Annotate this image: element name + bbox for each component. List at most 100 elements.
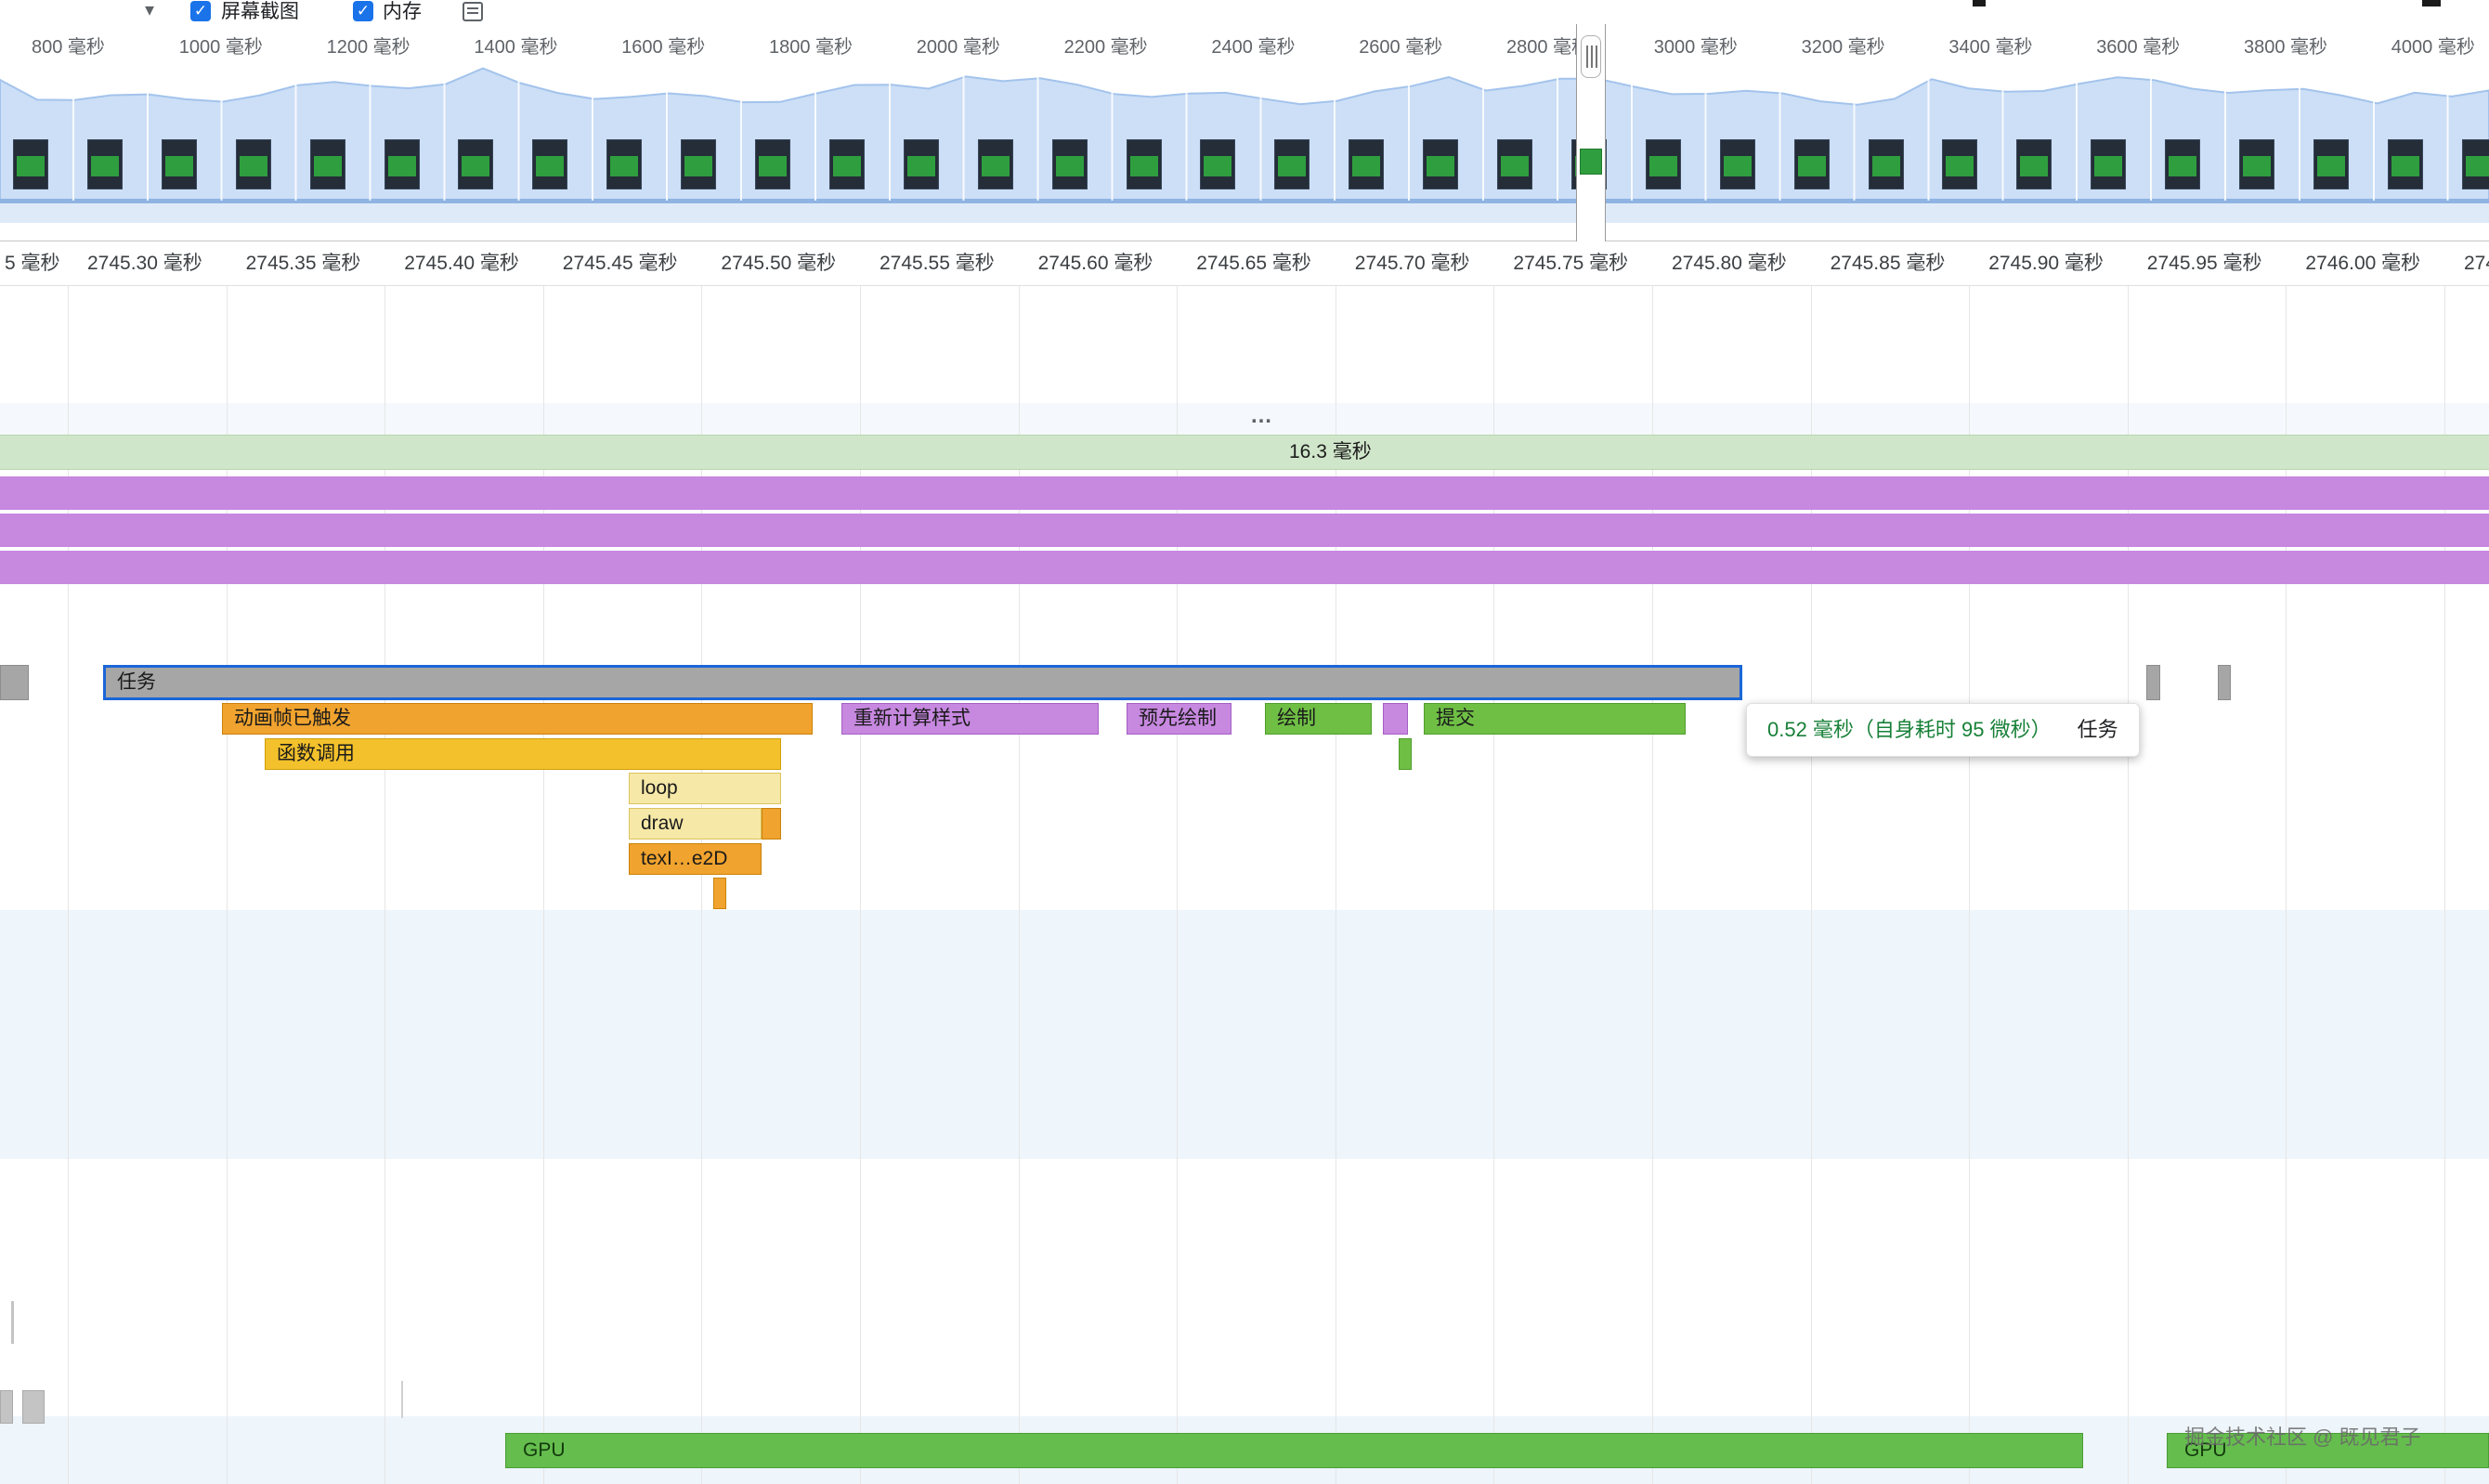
- performance-toolbar: ▾ ✓ 屏幕截图 ✓ 内存: [0, 0, 2489, 24]
- filmstrip-thumbnail[interactable]: [1942, 139, 1977, 189]
- thumbnail-content: [1798, 156, 1826, 176]
- filmstrip-thumbnail[interactable]: [236, 139, 271, 189]
- thumbnail-content: [1649, 156, 1677, 176]
- selection-window[interactable]: [1576, 24, 1606, 241]
- detail-ruler[interactable]: 5 毫秒2745.30 毫秒2745.35 毫秒2745.40 毫秒2745.4…: [0, 241, 2489, 286]
- filmstrip-thumbnail[interactable]: [1869, 139, 1904, 189]
- overview-ruler-label: 800 毫秒: [32, 32, 105, 59]
- filmstrip-thumbnail[interactable]: [606, 139, 642, 189]
- thumbnail-content: [982, 156, 1010, 176]
- flame-event-task-selected[interactable]: 任务: [103, 665, 1742, 700]
- overview-ruler-label: 2200 毫秒: [1064, 32, 1148, 59]
- filmstrip-thumbnail[interactable]: [2388, 139, 2423, 189]
- grip-line: [1591, 46, 1593, 68]
- memory-checkbox[interactable]: ✓: [353, 1, 373, 21]
- thumbnail-content: [2243, 156, 2271, 176]
- filmstrip-thumbnail[interactable]: [829, 139, 865, 189]
- filmstrip-thumbnail[interactable]: [532, 139, 567, 189]
- flame-event-paint-tick[interactable]: [1399, 738, 1412, 770]
- filmstrip-thumbnail[interactable]: [2239, 139, 2274, 189]
- animations-track-row[interactable]: [0, 551, 2489, 584]
- flame-event-recalculate-style[interactable]: 重新计算样式: [841, 703, 1099, 735]
- frames-expand-ellipsis[interactable]: …: [1250, 403, 1272, 429]
- flame-event-function-call[interactable]: 函数调用: [265, 738, 781, 770]
- filmstrip-thumbnail[interactable]: [2165, 139, 2200, 189]
- selection-grip-handle[interactable]: [1581, 35, 1601, 78]
- filmstrip-thumbnail[interactable]: [978, 139, 1013, 189]
- collect-garbage-icon[interactable]: [463, 2, 483, 21]
- filmstrip-thumbnail[interactable]: [681, 139, 716, 189]
- event-fragment: [401, 1381, 403, 1418]
- filmstrip-thumbnail[interactable]: [2313, 139, 2349, 189]
- chevron-down-icon[interactable]: ▾: [145, 0, 154, 21]
- memory-checkbox-label[interactable]: 内存: [383, 0, 422, 24]
- flame-event-pre-paint[interactable]: 预先绘制: [1127, 703, 1231, 735]
- filmstrip-thumbnail[interactable]: [1349, 139, 1384, 189]
- flame-event-event-marker[interactable]: [713, 878, 726, 909]
- screenshots-checkbox[interactable]: ✓: [190, 1, 211, 21]
- thumbnail-content: [240, 156, 267, 176]
- overview-ruler-label: 1000 毫秒: [179, 32, 263, 59]
- watermark-text: 掘金技术社区 @ 既见君子: [2184, 1421, 2421, 1451]
- detail-ruler-label: 2745.85 毫秒: [1831, 241, 1946, 286]
- flame-event-animation-frame-fired[interactable]: 动画帧已触发: [222, 703, 813, 735]
- filmstrip-thumbnail[interactable]: [2462, 139, 2489, 189]
- filmstrip-thumbnail[interactable]: [1497, 139, 1532, 189]
- thumbnail-content: [610, 156, 638, 176]
- flame-event-purple-sliver[interactable]: [1383, 703, 1408, 735]
- filmstrip-thumbnail[interactable]: [162, 139, 197, 189]
- detail-ruler-label: 2745.35 毫秒: [246, 241, 361, 286]
- flame-event-draw[interactable]: draw: [629, 808, 762, 840]
- overview-ruler-label: 3600 毫秒: [2096, 32, 2180, 59]
- timeline-overview[interactable]: 800 毫秒1000 毫秒1200 毫秒1400 毫秒1600 毫秒1800 毫…: [0, 24, 2489, 241]
- screenshots-checkbox-label[interactable]: 屏幕截图: [221, 0, 299, 24]
- filmstrip-thumbnail[interactable]: [1052, 139, 1088, 189]
- flame-event-commit[interactable]: 提交: [1424, 703, 1686, 735]
- flame-event-teximage2d[interactable]: texI…e2D: [629, 843, 762, 875]
- filmstrip-thumbnail[interactable]: [87, 139, 123, 189]
- filmstrip-thumbnail[interactable]: [904, 139, 939, 189]
- detail-ruler-label: 2745.65 毫秒: [1196, 241, 1311, 286]
- filmstrip-thumbnail[interactable]: [1274, 139, 1310, 189]
- filmstrip-thumbnail[interactable]: [1200, 139, 1235, 189]
- filmstrip-thumbnail[interactable]: [13, 139, 48, 189]
- detail-ruler-label: 2745.70 毫秒: [1355, 241, 1470, 286]
- track-background-band: [0, 910, 2489, 1159]
- filmstrip-thumbnail[interactable]: [310, 139, 345, 189]
- flame-event-paint[interactable]: 绘制: [1265, 703, 1372, 735]
- flame-event-task-small-2[interactable]: [2218, 665, 2231, 700]
- gpu-track-bar[interactable]: GPU: [505, 1433, 2083, 1468]
- thumbnail-content: [1946, 156, 1974, 176]
- filmstrip-thumbnail[interactable]: [1720, 139, 1755, 189]
- task-fragment: [0, 1390, 13, 1424]
- filmstrip-thumbnail[interactable]: [2016, 139, 2052, 189]
- animations-track-row[interactable]: [0, 476, 2489, 510]
- performance-panel: ▾ ✓ 屏幕截图 ✓ 内存 800 毫秒1000 毫秒1200 毫秒1400 毫…: [0, 0, 2489, 1484]
- detail-ruler-label: 274: [2464, 241, 2489, 286]
- animations-track-row[interactable]: [0, 514, 2489, 547]
- overview-ruler-label: 3200 毫秒: [1802, 32, 1885, 59]
- filmstrip-thumbnail[interactable]: [1423, 139, 1458, 189]
- filmstrip-thumbnail[interactable]: [458, 139, 493, 189]
- overview-ruler-label: 2600 毫秒: [1359, 32, 1442, 59]
- flame-event-loop[interactable]: loop: [629, 773, 781, 804]
- filmstrip-thumbnail[interactable]: [384, 139, 420, 189]
- flame-event-task-fragment-left[interactable]: [0, 665, 29, 700]
- overview-ruler-label: 1800 毫秒: [769, 32, 853, 59]
- filmstrip-thumbnail[interactable]: [1646, 139, 1681, 189]
- filmstrip-thumbnail[interactable]: [1794, 139, 1830, 189]
- overview-ruler-label: 2000 毫秒: [917, 32, 1000, 59]
- thumbnail-content: [2169, 156, 2196, 176]
- tooltip-event-name: 任务: [2078, 718, 2118, 741]
- frames-track-header-band: [0, 403, 2489, 435]
- detail-ruler-label: 2745.45 毫秒: [563, 241, 678, 286]
- filmstrip-thumbnail[interactable]: [755, 139, 790, 189]
- filmstrip-thumbnail[interactable]: [1127, 139, 1162, 189]
- overview-ruler-label: 4000 毫秒: [2391, 32, 2475, 59]
- filmstrip-thumbnail[interactable]: [2091, 139, 2126, 189]
- frame-bar[interactable]: 16.3 毫秒: [0, 435, 2489, 470]
- overview-ruler-label: 2400 毫秒: [1211, 32, 1295, 59]
- detail-ruler-label: 2745.60 毫秒: [1038, 241, 1153, 286]
- flame-event-task-small-1[interactable]: [2146, 665, 2160, 700]
- flame-event-draw-tail[interactable]: [762, 808, 781, 840]
